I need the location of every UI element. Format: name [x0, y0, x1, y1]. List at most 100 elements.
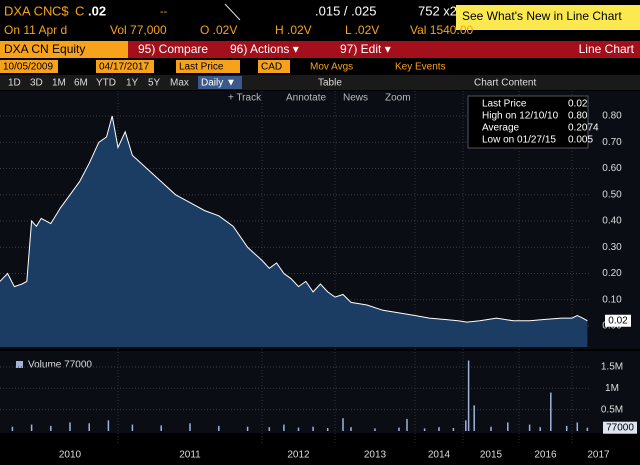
menu[interactable]: 95) Compare — [138, 42, 208, 56]
trend-icon — [224, 3, 241, 21]
x-tick-label: 2013 — [364, 450, 387, 461]
volume-bar — [528, 424, 531, 431]
last: .02 — [88, 3, 106, 18]
legend-value: 0.02 — [568, 99, 588, 110]
legend-label: Average — [482, 123, 520, 134]
volume-bar — [326, 428, 329, 431]
quote-item: Vol 77,000 — [110, 23, 167, 37]
security[interactable]: DXA CN Equity — [4, 42, 85, 56]
volume-bar — [507, 422, 509, 431]
menu-bar — [128, 41, 640, 58]
size: 752 x2 — [418, 3, 457, 18]
volume-bar — [312, 426, 314, 431]
tool[interactable]: News — [343, 93, 368, 104]
end[interactable]: 04/17/2017 — [99, 62, 149, 73]
quote-item: H .02V — [275, 23, 312, 37]
volume-title: Volume 77000 — [28, 360, 92, 371]
x-tick-label: 2011 — [179, 450, 201, 461]
volume-bar — [30, 424, 33, 431]
volume-bar — [576, 422, 579, 431]
last-tag — [605, 314, 631, 327]
period[interactable]: Max — [170, 78, 189, 89]
volume-bar — [374, 428, 376, 431]
volume-bar — [490, 426, 492, 431]
currency: C$ — [52, 3, 69, 18]
chart-content[interactable]: Chart Content — [474, 78, 536, 89]
bid-ask: .015 / .025 — [315, 3, 376, 18]
y-tick-label: 0.70 — [602, 137, 622, 148]
quote-item: On 11 Apr d — [4, 23, 67, 37]
option[interactable]: Key Events — [395, 62, 446, 73]
price-line — [0, 115, 588, 323]
legend-value: 0.005 — [568, 135, 593, 146]
period[interactable]: 1M — [52, 78, 66, 89]
currency-select[interactable] — [258, 60, 290, 73]
y-tick-label: 0.20 — [602, 268, 622, 279]
currency-code[interactable]: CAD — [261, 62, 282, 73]
volume-bar — [398, 427, 400, 431]
volume-bar — [438, 427, 440, 431]
popup[interactable] — [456, 5, 640, 30]
volume-bar — [473, 405, 475, 431]
period[interactable]: 6M — [74, 78, 88, 89]
period[interactable]: 3D — [30, 78, 43, 89]
field-select[interactable] — [176, 60, 240, 73]
x-tick-label: 2017 — [587, 450, 610, 461]
x-axis-bar — [0, 445, 640, 465]
volume-bar — [189, 423, 191, 431]
volume-bar — [342, 418, 344, 431]
period[interactable]: YTD — [96, 78, 116, 89]
security-field[interactable] — [0, 41, 128, 58]
field[interactable]: Last Price — [179, 62, 224, 73]
period[interactable]: 5Y — [148, 78, 161, 89]
volume-bar — [539, 427, 541, 431]
period-bar — [0, 75, 640, 90]
frequency-button[interactable] — [198, 76, 242, 89]
volume-bar — [550, 392, 552, 431]
popup-text[interactable]: See What's New in Line Chart — [462, 9, 622, 23]
quote-item: Val 1540.00 — [410, 23, 473, 37]
ticker: DXA CN — [4, 3, 52, 18]
volume-bar — [11, 426, 14, 431]
y-tick-label: 0.40 — [602, 216, 622, 227]
x-tick-label: 2014 — [428, 450, 451, 461]
view: Line Chart — [579, 42, 635, 56]
last-tag-label: 77000 — [606, 422, 634, 433]
area-fill — [0, 116, 588, 347]
y-tick-label: 0.60 — [602, 163, 622, 174]
table-button[interactable]: Table — [318, 78, 342, 89]
end-field[interactable] — [96, 60, 154, 73]
tool[interactable]: Annotate — [286, 93, 326, 104]
menu[interactable]: 97) Edit ▾ — [340, 42, 391, 56]
menu[interactable]: 96) Actions ▾ — [230, 42, 299, 56]
volume-bar — [131, 424, 134, 431]
start[interactable]: 10/05/2009 — [3, 62, 53, 73]
volume-bar — [88, 423, 90, 431]
last-tag — [603, 421, 637, 434]
volume-bar — [452, 428, 455, 431]
period[interactable]: 1Y — [126, 78, 139, 89]
tool[interactable]: Zoom — [385, 93, 411, 104]
volume-bar — [218, 425, 220, 431]
frequency[interactable]: Daily ▼ — [201, 78, 236, 89]
volume-bar — [69, 422, 71, 431]
y-tick-label: 1M — [605, 383, 619, 394]
x-tick-label: 2010 — [59, 450, 82, 461]
volume-bar — [107, 420, 110, 431]
period[interactable]: 1D — [8, 78, 21, 89]
volume-bar — [50, 425, 52, 431]
volume-bar — [565, 425, 568, 431]
x-tick-label: 2016 — [534, 450, 557, 461]
x-tick-label: 2012 — [287, 450, 310, 461]
option[interactable]: Mov Avgs — [310, 62, 353, 73]
volume-bar — [586, 427, 589, 431]
volume-bar — [283, 424, 285, 431]
volume-panel — [0, 351, 640, 433]
tool[interactable]: + Track — [228, 93, 262, 104]
volume-bar — [160, 425, 162, 431]
start-field[interactable] — [0, 60, 58, 73]
volume-bar — [246, 426, 249, 431]
volume-bar — [465, 420, 467, 431]
legend-value: 0.80 — [568, 111, 588, 122]
